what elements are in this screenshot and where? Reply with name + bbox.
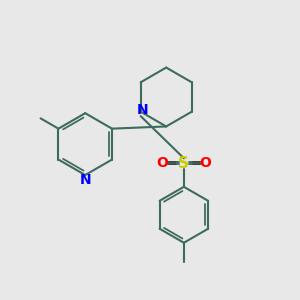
Text: S: S xyxy=(178,156,189,171)
Text: =: = xyxy=(191,157,202,170)
Text: =: = xyxy=(166,157,177,170)
Text: O: O xyxy=(157,156,169,170)
Text: O: O xyxy=(199,156,211,170)
Text: N: N xyxy=(136,103,148,117)
Text: N: N xyxy=(80,173,91,187)
